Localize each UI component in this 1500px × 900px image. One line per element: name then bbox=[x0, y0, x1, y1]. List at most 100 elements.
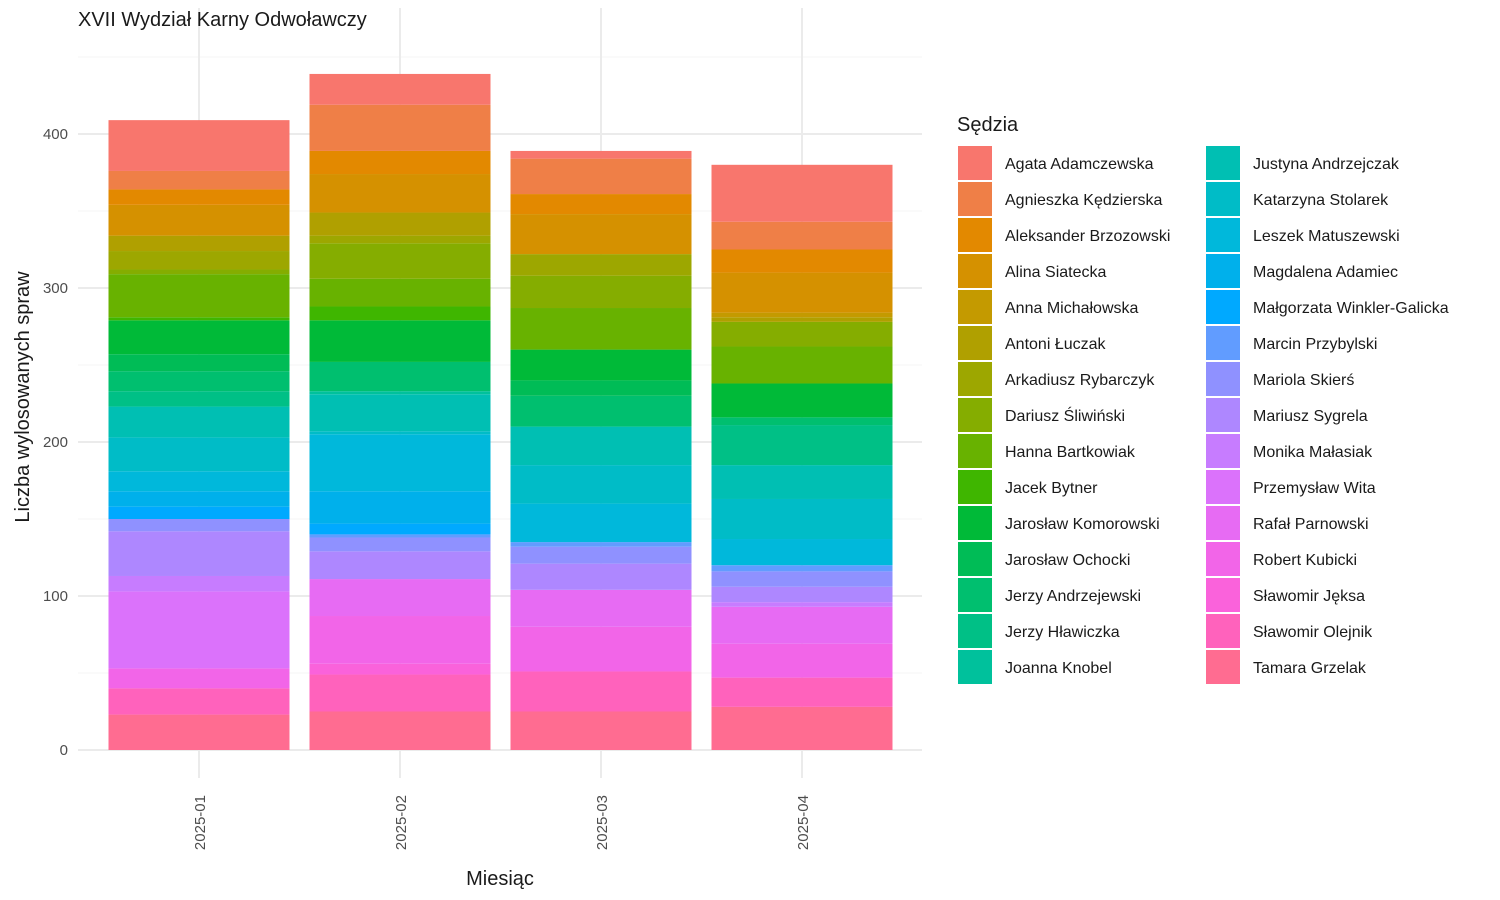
bar-segment bbox=[309, 212, 491, 236]
legend-label: Agata Adamczewska bbox=[1005, 156, 1154, 173]
x-tick-label: 2025-01 bbox=[192, 795, 209, 850]
bar-segment bbox=[309, 320, 491, 362]
legend-key bbox=[958, 218, 992, 252]
bar-segment bbox=[108, 269, 290, 275]
legend-key bbox=[958, 434, 992, 468]
y-tick-label: 0 bbox=[60, 742, 68, 759]
bar-segment bbox=[108, 519, 290, 532]
bar-segment bbox=[711, 321, 893, 347]
bar-segment bbox=[309, 523, 491, 535]
bar-segment bbox=[711, 221, 893, 250]
bar-segment bbox=[510, 194, 692, 215]
legend-label: Marcin Przybylski bbox=[1253, 336, 1377, 353]
legend-key bbox=[1206, 398, 1240, 432]
bar-segment bbox=[711, 498, 893, 540]
x-axis-ticks: 2025-01 2025-02 2025-03 2025-04 bbox=[192, 795, 812, 850]
y-axis-ticks: 0 100 200 300 400 bbox=[43, 126, 68, 759]
legend-key bbox=[958, 182, 992, 216]
legend-key bbox=[1206, 290, 1240, 324]
bar-segment bbox=[510, 465, 692, 504]
bar-segment bbox=[108, 170, 290, 190]
legend-label: Przemysław Wita bbox=[1253, 480, 1376, 497]
bar-segment bbox=[108, 354, 290, 372]
legend-key bbox=[1206, 650, 1240, 684]
bar-segment bbox=[711, 317, 893, 322]
legend-key bbox=[958, 470, 992, 504]
legend-label: Joanna Knobel bbox=[1005, 660, 1112, 677]
bar-segment bbox=[711, 383, 893, 418]
bars bbox=[108, 73, 893, 750]
bar-segment bbox=[309, 616, 491, 664]
legend-label: Alina Siatecka bbox=[1005, 264, 1106, 281]
bar-segment bbox=[510, 214, 692, 255]
bar-segment bbox=[108, 471, 290, 492]
bar-segment bbox=[711, 643, 893, 678]
legend-label: Tamara Grzelak bbox=[1253, 660, 1367, 677]
legend-title: Sędzia bbox=[957, 114, 1019, 136]
legend-key bbox=[1206, 434, 1240, 468]
legend-key bbox=[1206, 218, 1240, 252]
legend-key bbox=[958, 398, 992, 432]
bar-segment bbox=[108, 491, 290, 507]
bar-segment bbox=[309, 278, 491, 307]
bar-segment bbox=[108, 189, 290, 205]
legend-label: Dariusz Śliwiński bbox=[1005, 406, 1125, 425]
bar-segment bbox=[309, 104, 491, 151]
bar-segment bbox=[510, 503, 692, 543]
bar-segment bbox=[711, 425, 893, 466]
bar-segment bbox=[711, 249, 893, 273]
legend-key bbox=[958, 326, 992, 360]
bar-segment bbox=[108, 391, 290, 407]
legend-key bbox=[1206, 182, 1240, 216]
legend-label: Magdalena Adamiec bbox=[1253, 264, 1398, 281]
bar-segment bbox=[510, 542, 692, 547]
bar-segment bbox=[309, 434, 491, 492]
bar-segment bbox=[108, 531, 290, 576]
bar-segment bbox=[711, 539, 893, 566]
bar-segment bbox=[510, 671, 692, 712]
legend-key bbox=[1206, 146, 1240, 180]
legend-key bbox=[1206, 506, 1240, 540]
bar-segment bbox=[510, 254, 692, 276]
bar-segment bbox=[510, 546, 692, 564]
legend-label: Antoni Łuczak bbox=[1005, 336, 1107, 353]
legend-key bbox=[958, 650, 992, 684]
bar-segment bbox=[309, 579, 491, 617]
bar-segment bbox=[510, 711, 692, 750]
legend-key bbox=[958, 614, 992, 648]
bar-segment bbox=[309, 174, 491, 213]
bar-segment bbox=[711, 164, 893, 222]
bar-segment bbox=[309, 394, 491, 432]
bar-segment bbox=[309, 73, 491, 105]
legend-key bbox=[958, 506, 992, 540]
bar-segment bbox=[711, 706, 893, 750]
legend-label: Mariola Skierś bbox=[1253, 372, 1354, 389]
bar-segment bbox=[309, 235, 491, 244]
bar-segment bbox=[309, 431, 491, 435]
bar-segment bbox=[108, 437, 290, 472]
legend-label: Sławomir Jęksa bbox=[1253, 588, 1365, 605]
legend-key bbox=[958, 542, 992, 576]
bar-segment bbox=[510, 308, 692, 350]
bar-segment bbox=[309, 537, 491, 552]
legend-label: Leszek Matuszewski bbox=[1253, 228, 1400, 245]
bar-segment bbox=[711, 602, 893, 607]
bar-segment bbox=[711, 571, 893, 587]
legend-key bbox=[1206, 578, 1240, 612]
bar-segment bbox=[510, 426, 692, 466]
bar-segment bbox=[108, 251, 290, 270]
legend-key bbox=[1206, 470, 1240, 504]
bar-segment bbox=[309, 534, 491, 538]
bar-segment bbox=[510, 563, 692, 590]
y-tick-label: 300 bbox=[43, 280, 68, 297]
y-axis-title: Liczba wylosowanych spraw bbox=[12, 271, 34, 523]
legend-label: Jacek Bytner bbox=[1005, 480, 1098, 497]
bar-segment bbox=[108, 120, 290, 171]
legend-label: Arkadiusz Rybarczyk bbox=[1005, 372, 1155, 389]
legend-key bbox=[958, 362, 992, 396]
bar-segment bbox=[711, 417, 893, 426]
legend-label: Katarzyna Stolarek bbox=[1253, 192, 1389, 209]
bar-segment bbox=[711, 606, 893, 644]
bar-segment bbox=[108, 371, 290, 392]
bar-segment bbox=[108, 506, 290, 519]
